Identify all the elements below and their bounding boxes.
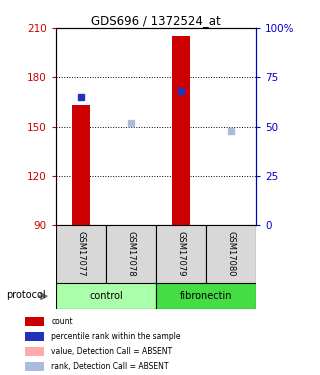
Bar [206, 225, 256, 283]
Title: GDS696 / 1372524_at: GDS696 / 1372524_at [91, 14, 221, 27]
Bar [25, 362, 44, 371]
Bar [106, 225, 156, 283]
Bar [25, 316, 44, 326]
Bar [156, 283, 256, 309]
Bar [25, 347, 44, 356]
Text: fibronectin: fibronectin [180, 291, 232, 301]
Text: protocol: protocol [6, 291, 46, 300]
Text: GSM17079: GSM17079 [177, 231, 186, 277]
Bar [56, 283, 156, 309]
Bar [72, 105, 90, 225]
Bar [156, 225, 206, 283]
Bar [172, 36, 190, 225]
Text: GSM17077: GSM17077 [76, 231, 85, 277]
Text: percentile rank within the sample: percentile rank within the sample [51, 332, 181, 341]
Text: count: count [51, 316, 73, 326]
Text: rank, Detection Call = ABSENT: rank, Detection Call = ABSENT [51, 362, 169, 371]
Text: control: control [89, 291, 123, 301]
Text: GSM17080: GSM17080 [227, 231, 236, 277]
Bar [56, 225, 106, 283]
Bar [25, 332, 44, 341]
Text: GSM17078: GSM17078 [126, 231, 135, 277]
Text: value, Detection Call = ABSENT: value, Detection Call = ABSENT [51, 347, 172, 356]
